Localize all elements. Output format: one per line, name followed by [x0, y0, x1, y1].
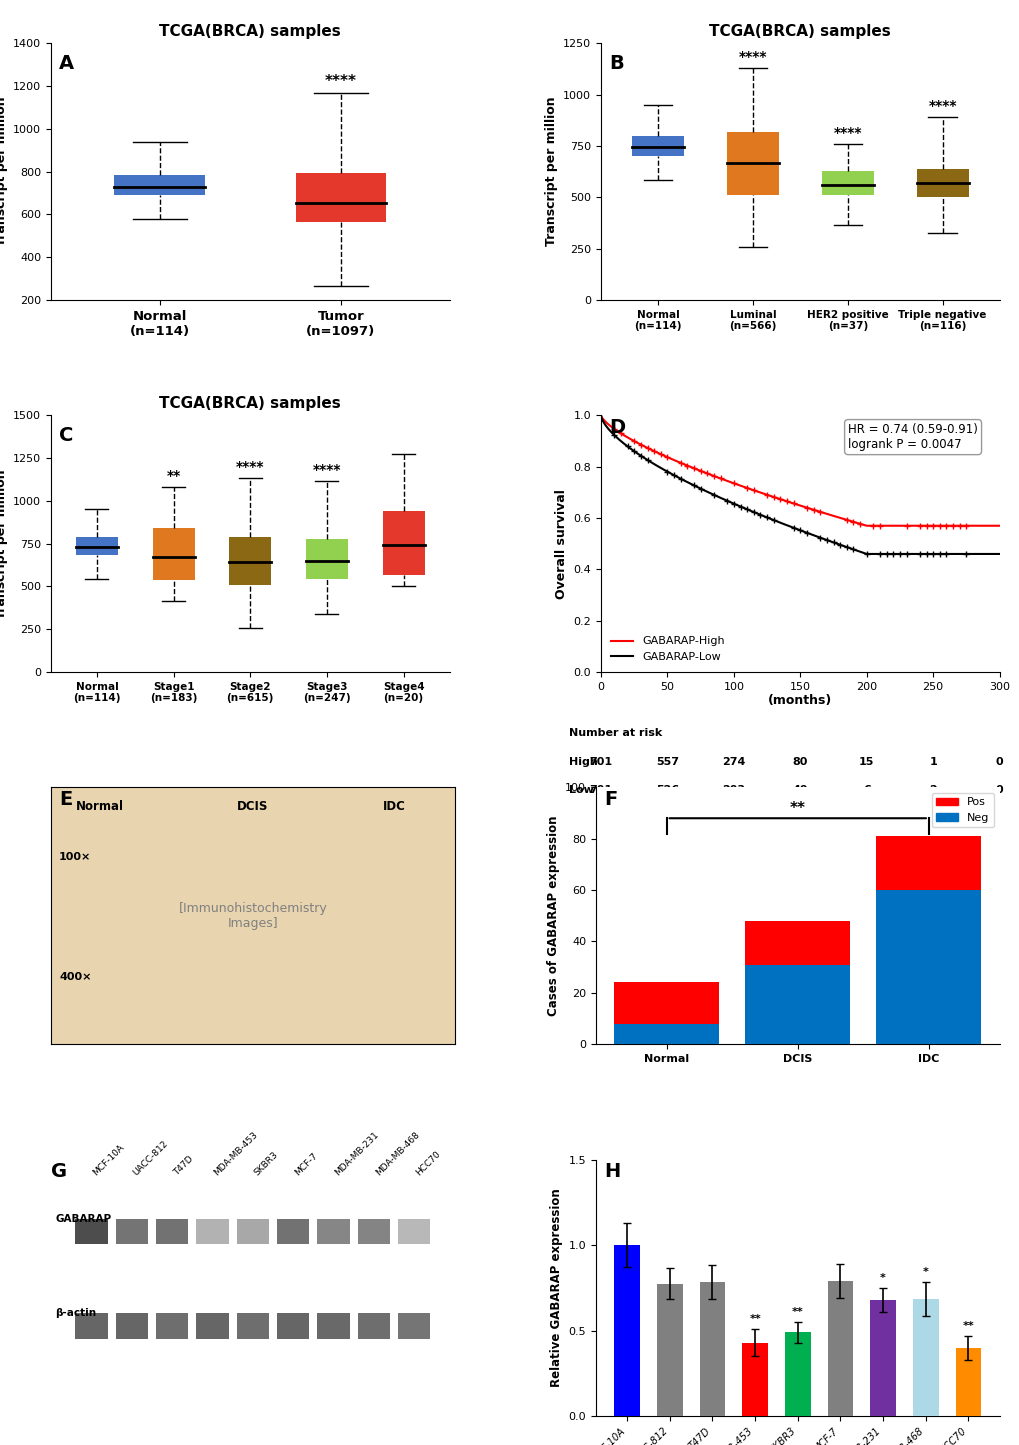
Y-axis label: Overall survival: Overall survival [554, 488, 568, 598]
Bar [631, 136, 684, 156]
Text: 526: 526 [655, 785, 679, 795]
GABARAP-Low [912, 545, 924, 562]
Text: UACC-812: UACC-812 [131, 1139, 170, 1178]
Bar [875, 837, 980, 890]
Text: B: B [608, 53, 624, 72]
GABARAP-High [905, 517, 917, 535]
Bar [156, 1218, 189, 1244]
Text: HCC70: HCC70 [414, 1149, 442, 1178]
Text: **: ** [789, 801, 805, 816]
Text: T47D: T47D [172, 1155, 195, 1178]
Bar [114, 175, 205, 195]
GABARAP-Low [755, 507, 767, 525]
Y-axis label: Cases of GABARAP expression: Cases of GABARAP expression [546, 815, 559, 1016]
Title: TCGA(BRCA) samples: TCGA(BRCA) samples [709, 25, 891, 39]
Bar [613, 1246, 639, 1416]
Bar [156, 1314, 189, 1340]
Y-axis label: Relative GABARAP expression: Relative GABARAP expression [549, 1188, 562, 1387]
Text: **: ** [166, 470, 180, 484]
Bar [296, 173, 386, 223]
Bar [397, 1218, 430, 1244]
Bar [916, 169, 968, 198]
GABARAP-High [868, 517, 880, 535]
Bar [613, 983, 718, 1023]
Text: ****: **** [927, 100, 956, 113]
Text: SKBR3: SKBR3 [253, 1150, 280, 1178]
Text: Number at risk: Number at risk [569, 728, 661, 738]
Text: ****: **** [235, 460, 264, 474]
GABARAP-Low [905, 545, 917, 562]
Bar [826, 1280, 853, 1416]
Bar [115, 1218, 148, 1244]
Bar [613, 1023, 718, 1045]
Text: F: F [603, 790, 616, 809]
Text: MCF-7: MCF-7 [292, 1152, 319, 1178]
X-axis label: (months): (months) [767, 695, 832, 708]
Text: HR = 0.74 (0.59-0.91)
logrank P = 0.0047: HR = 0.74 (0.59-0.91) logrank P = 0.0047 [848, 423, 977, 451]
Text: MDA-MB-468: MDA-MB-468 [374, 1130, 421, 1178]
Bar [745, 964, 850, 1045]
Bar [742, 1342, 767, 1416]
Text: IDC: IDC [382, 801, 406, 814]
Text: 49: 49 [792, 785, 807, 795]
Y-axis label: Transcript per million: Transcript per million [0, 97, 7, 247]
Bar [75, 1314, 107, 1340]
Text: C: C [59, 426, 73, 445]
Text: 0: 0 [995, 757, 1003, 767]
Text: 0: 0 [995, 785, 1003, 795]
GABARAP-Low [635, 448, 647, 465]
Line: GABARAP-High: GABARAP-High [600, 415, 999, 526]
Bar [699, 1282, 725, 1416]
Bar [727, 131, 779, 195]
Text: ****: **** [313, 464, 340, 477]
Text: Low: Low [569, 785, 593, 795]
Text: Normal: Normal [75, 801, 123, 814]
Bar [358, 1218, 389, 1244]
Bar [912, 1299, 937, 1416]
Bar [869, 1300, 895, 1416]
Bar [236, 1314, 269, 1340]
Text: [Immunohistochemistry
Images]: [Immunohistochemistry Images] [178, 902, 327, 929]
Legend: GABARAP-High, GABARAP-Low: GABARAP-High, GABARAP-Low [606, 631, 729, 666]
Y-axis label: Transcript per million: Transcript per million [544, 97, 557, 247]
Bar [955, 1348, 980, 1416]
Text: 100×: 100× [59, 851, 92, 861]
Text: G: G [51, 1162, 67, 1181]
Bar [277, 1314, 309, 1340]
Text: 274: 274 [721, 757, 745, 767]
Text: 1: 1 [928, 757, 936, 767]
GABARAP-High [755, 484, 767, 501]
GABARAP-Low [769, 513, 782, 530]
Text: 701: 701 [589, 757, 612, 767]
Text: 80: 80 [792, 757, 807, 767]
Bar [875, 890, 980, 1045]
Bar [229, 538, 271, 585]
GABARAP-High [860, 517, 872, 535]
Text: DCIS: DCIS [236, 801, 268, 814]
GABARAP-High [769, 490, 782, 507]
Text: 6: 6 [862, 785, 870, 795]
Bar [277, 1218, 309, 1244]
Bar [397, 1314, 430, 1340]
GABARAP-Low [993, 545, 1005, 562]
Text: D: D [608, 418, 625, 436]
Bar [745, 920, 850, 964]
Bar [75, 538, 118, 555]
Text: *: * [879, 1273, 886, 1283]
Text: **: ** [962, 1321, 973, 1331]
GABARAP-Low [868, 545, 880, 562]
Bar [236, 1218, 269, 1244]
GABARAP-High [912, 517, 924, 535]
Text: MCF-10A: MCF-10A [92, 1143, 126, 1178]
Bar [785, 1332, 810, 1416]
Text: E: E [59, 790, 72, 809]
Line: GABARAP-Low: GABARAP-Low [600, 415, 999, 553]
Text: 203: 203 [721, 785, 745, 795]
GABARAP-High [594, 406, 606, 423]
Text: High: High [569, 757, 597, 767]
Bar [115, 1314, 148, 1340]
Text: ****: **** [325, 74, 357, 90]
Bar [382, 512, 424, 575]
Y-axis label: Transcript per million: Transcript per million [0, 468, 7, 618]
Text: **: ** [749, 1314, 760, 1324]
